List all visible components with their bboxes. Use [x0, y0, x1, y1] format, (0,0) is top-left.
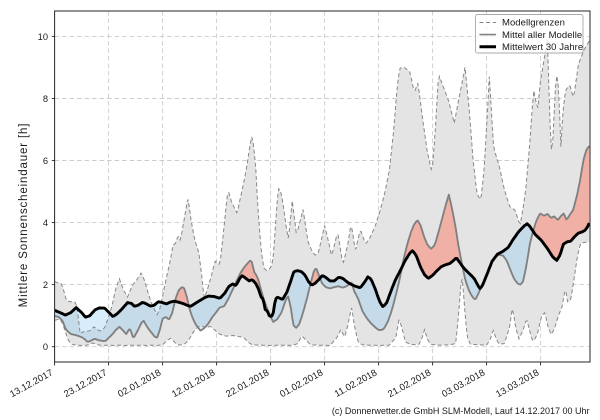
svg-text:0: 0	[43, 342, 48, 352]
svg-text:Mittel aller Modelle: Mittel aller Modelle	[502, 30, 582, 41]
svg-text:8: 8	[43, 94, 48, 104]
svg-text:(c) Donnerwetter.de GmbH SLM-M: (c) Donnerwetter.de GmbH SLM-Modell, Lau…	[332, 406, 590, 416]
svg-text:Mittelwert 30 Jahre: Mittelwert 30 Jahre	[502, 42, 583, 53]
svg-text:2: 2	[43, 280, 48, 290]
svg-text:10: 10	[38, 32, 48, 42]
svg-text:4: 4	[43, 218, 48, 228]
svg-text:6: 6	[43, 156, 48, 166]
svg-text:Modellgrenzen: Modellgrenzen	[502, 18, 565, 29]
svg-text:Mittlere Sonnenscheindauer [h]: Mittlere Sonnenscheindauer [h]	[18, 123, 30, 308]
